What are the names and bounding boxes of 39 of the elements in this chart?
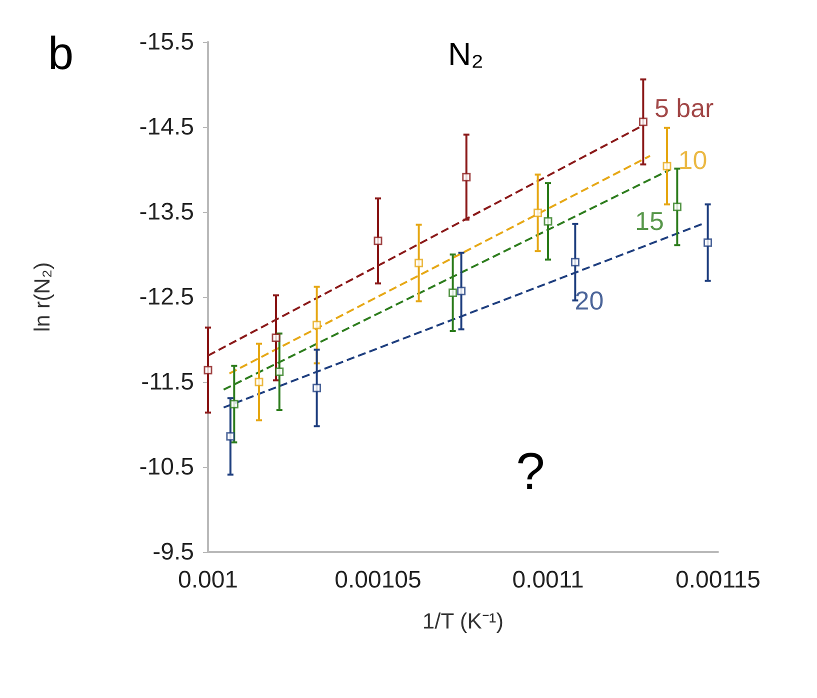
point: [414, 258, 424, 268]
series-label: 5 bar: [654, 92, 714, 123]
series-label: 15: [635, 206, 664, 236]
point: [544, 217, 552, 226]
point: [204, 366, 212, 374]
y-tick-label: -12.5: [139, 284, 194, 310]
point: [462, 172, 471, 182]
point: [457, 286, 466, 296]
y-tick-label: -9.5: [152, 538, 194, 566]
point: [448, 288, 458, 297]
point: [638, 118, 648, 126]
point: [226, 432, 235, 441]
y-tick-label: -13.5: [139, 198, 194, 226]
x-tick-label: 0.001: [178, 566, 238, 594]
x-tick-label: 0.0011: [512, 566, 584, 594]
point: [230, 400, 238, 408]
x-axis-title: 1/T (K⁻¹): [422, 608, 504, 634]
point: [534, 208, 542, 218]
point: [275, 368, 284, 376]
annotation: N₂: [448, 36, 484, 72]
y-axis-title: ln r(N₂): [30, 262, 54, 332]
point: [312, 384, 322, 392]
point: [254, 378, 264, 386]
y-tick-label: -10.5: [139, 454, 194, 480]
y-tick-label: -14.5: [139, 114, 194, 140]
x-tick-label: 0.00105: [334, 566, 422, 594]
point: [312, 320, 322, 330]
point: [662, 162, 672, 170]
series-label: 20: [574, 285, 604, 316]
annotation: ?: [516, 443, 545, 501]
text: b: [48, 27, 74, 79]
series-label: 10: [678, 145, 708, 176]
y-tick-label: -15.5: [139, 28, 194, 56]
x-tick-label: 0.00115: [676, 566, 760, 594]
point: [672, 202, 682, 212]
point: [570, 258, 580, 266]
point: [374, 236, 382, 246]
point: [704, 238, 712, 247]
y-tick-label: -11.5: [141, 368, 194, 396]
